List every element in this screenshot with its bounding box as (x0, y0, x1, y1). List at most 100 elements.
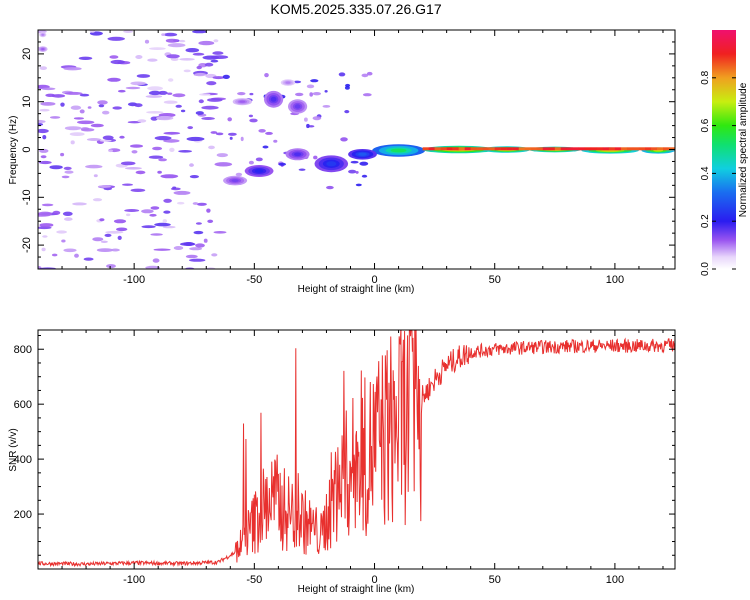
noise-speckle (89, 30, 96, 33)
noise-speckle (204, 62, 214, 67)
noise-speckle (144, 39, 150, 44)
noise-speckle (177, 201, 185, 205)
snr-x-axis-label: Height of straight line (km) (298, 584, 415, 595)
noise-speckle (92, 237, 104, 242)
signal-blob (326, 161, 337, 167)
signal-ridge-cell (560, 147, 567, 151)
noise-speckle (124, 167, 142, 170)
noise-speckle (278, 162, 287, 166)
noise-speckle (157, 170, 162, 174)
signal-ridge-cell (675, 147, 681, 150)
noise-speckle (141, 209, 154, 214)
signal-ridge-cell (518, 147, 525, 151)
colorbar-tick-label: 0.2 (700, 214, 711, 228)
spectrogram-x-axis-label: Height of straight line (km) (298, 284, 415, 295)
noise-speckle (312, 116, 322, 121)
noise-speckle (213, 231, 227, 234)
noise-speckle (235, 172, 243, 177)
signal-ridge-cell (669, 147, 675, 151)
x-tick-label: -100 (123, 274, 145, 286)
noise-speckle (215, 132, 224, 136)
signal-ridge-cell (614, 147, 622, 151)
y-tick-label: 800 (14, 344, 32, 356)
noise-speckle (72, 202, 87, 206)
signal-ridge-cell (632, 147, 640, 151)
spectrogram-y-axis-label: Frequency (Hz) (8, 116, 19, 185)
noise-speckle (131, 150, 138, 154)
noise-speckle (201, 105, 219, 110)
noise-speckle (49, 116, 61, 119)
x-tick-label: -100 (123, 574, 145, 586)
noise-speckle (361, 174, 368, 178)
noise-speckle (189, 163, 194, 167)
noise-speckle (179, 58, 195, 61)
noise-speckle (163, 32, 178, 37)
noise-speckle (119, 135, 125, 139)
noise-speckle (192, 202, 199, 205)
x-tick-label: 100 (606, 574, 624, 586)
noise-speckle (79, 109, 85, 114)
signal-ridge-cell (530, 147, 537, 151)
noise-speckle (324, 90, 328, 93)
noise-speckle (173, 190, 191, 195)
noise-speckle (79, 93, 90, 97)
x-tick-label: 50 (489, 574, 501, 586)
signal-ridge-cell (542, 147, 549, 151)
noise-speckle (108, 149, 113, 153)
noise-speckle (168, 78, 174, 82)
noise-speckle (39, 108, 50, 112)
noise-speckle (150, 116, 158, 121)
noise-speckle (118, 89, 126, 93)
signal-ridge-cell (590, 147, 598, 151)
noise-speckle (185, 48, 200, 53)
noise-speckle (163, 139, 180, 143)
noise-speckle (158, 158, 168, 162)
noise-speckle (366, 71, 373, 76)
noise-speckle (93, 174, 98, 178)
x-tick-label: -50 (246, 274, 262, 286)
noise-speckle (40, 155, 47, 159)
noise-speckle (146, 111, 164, 114)
noise-speckle (183, 69, 191, 73)
noise-speckle (51, 94, 66, 98)
noise-speckle (130, 144, 143, 148)
noise-speckle (192, 30, 207, 34)
noise-speckle (175, 104, 182, 108)
noise-speckle (102, 110, 110, 115)
signal-ridge-cell (657, 147, 664, 151)
noise-speckle (227, 117, 232, 122)
noise-speckle (195, 111, 204, 115)
noise-speckle (295, 92, 304, 97)
signal-ridge-cell (428, 147, 435, 151)
noise-speckle (210, 55, 229, 59)
noise-speckle (193, 230, 204, 235)
noise-speckle (64, 91, 83, 95)
signal-ridge-cell (578, 147, 585, 151)
noise-speckle (148, 90, 162, 96)
noise-speckle (199, 93, 211, 96)
noise-speckle (167, 43, 186, 48)
noise-speckle (255, 157, 263, 162)
y-tick-label: 0 (21, 146, 33, 152)
x-tick-label: 100 (606, 274, 624, 286)
colorbar-tick-label: 0.4 (700, 166, 711, 180)
signal-ridge-cell (645, 147, 652, 151)
signal-ridge-cell (470, 147, 477, 151)
colorbar-tick-label: 0.8 (700, 70, 711, 84)
noise-speckle (38, 119, 46, 124)
noise-speckle (166, 54, 180, 59)
noise-speckle (172, 93, 186, 98)
signal-ridge-cell (440, 147, 447, 151)
noise-speckle (350, 160, 359, 164)
signal-ridge-cell (506, 147, 513, 151)
signal-blob (390, 148, 407, 153)
signal-ridge-cell (572, 147, 579, 151)
noise-speckle (196, 65, 202, 70)
signal-ridge-cell (494, 147, 501, 151)
noise-speckle (86, 138, 102, 141)
y-tick-label: -20 (21, 237, 33, 253)
noise-speckle (110, 59, 125, 65)
noise-speckle (134, 103, 143, 108)
noise-speckle (150, 233, 163, 236)
noise-speckle (326, 185, 334, 190)
